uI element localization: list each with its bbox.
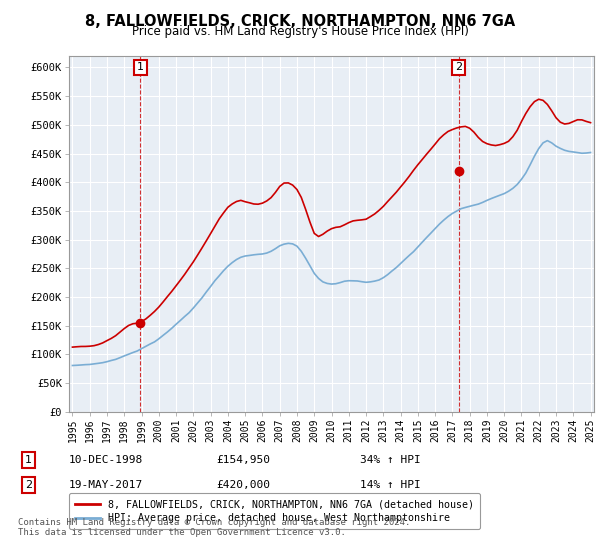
Text: 2: 2	[455, 63, 463, 72]
Text: £154,950: £154,950	[216, 455, 270, 465]
Text: 34% ↑ HPI: 34% ↑ HPI	[360, 455, 421, 465]
Legend: 8, FALLOWFIELDS, CRICK, NORTHAMPTON, NN6 7GA (detached house), HPI: Average pric: 8, FALLOWFIELDS, CRICK, NORTHAMPTON, NN6…	[69, 493, 480, 529]
Text: Contains HM Land Registry data © Crown copyright and database right 2024.
This d: Contains HM Land Registry data © Crown c…	[18, 518, 410, 538]
Text: 14% ↑ HPI: 14% ↑ HPI	[360, 480, 421, 490]
Text: 10-DEC-1998: 10-DEC-1998	[69, 455, 143, 465]
Text: 1: 1	[25, 455, 32, 465]
Text: 19-MAY-2017: 19-MAY-2017	[69, 480, 143, 490]
Text: £420,000: £420,000	[216, 480, 270, 490]
Text: 1: 1	[137, 63, 144, 72]
Text: 8, FALLOWFIELDS, CRICK, NORTHAMPTON, NN6 7GA: 8, FALLOWFIELDS, CRICK, NORTHAMPTON, NN6…	[85, 14, 515, 29]
Text: 2: 2	[25, 480, 32, 490]
Text: Price paid vs. HM Land Registry's House Price Index (HPI): Price paid vs. HM Land Registry's House …	[131, 25, 469, 38]
